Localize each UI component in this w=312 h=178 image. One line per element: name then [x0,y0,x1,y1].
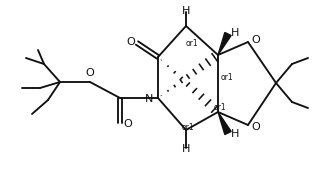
Text: or1: or1 [214,103,226,112]
Polygon shape [218,112,231,135]
Text: O: O [251,122,261,132]
Text: N: N [145,94,153,104]
Text: O: O [124,119,132,129]
Text: O: O [85,68,94,78]
Text: H: H [231,129,239,139]
Text: H: H [182,144,190,154]
Text: O: O [127,37,135,47]
Text: H: H [231,28,239,38]
Text: H: H [182,6,190,16]
Text: or1: or1 [182,124,194,132]
Text: or1: or1 [221,74,233,82]
Text: or1: or1 [186,40,198,48]
Text: O: O [251,35,261,45]
Polygon shape [218,33,231,55]
